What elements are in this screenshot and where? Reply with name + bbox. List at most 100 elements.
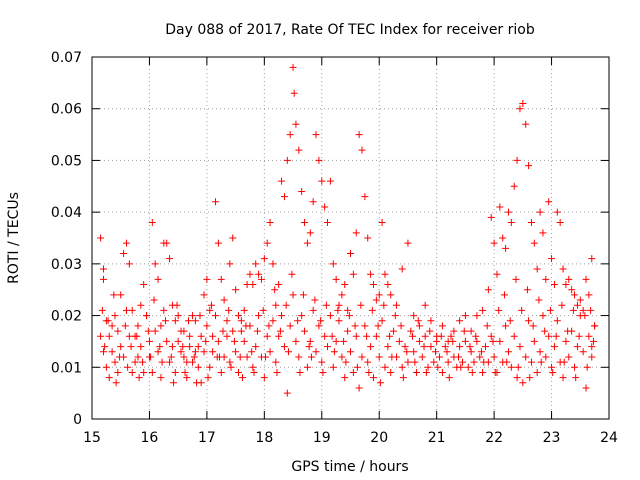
data-point-marker [519, 379, 527, 387]
data-point-marker [261, 353, 269, 361]
data-point-marker [473, 337, 481, 345]
data-point-marker [404, 358, 412, 366]
data-point-marker [181, 368, 189, 376]
data-point-marker [464, 363, 472, 371]
data-point-marker [99, 348, 107, 356]
y-tick-label: 0.05 [51, 153, 82, 169]
data-point-marker [404, 239, 412, 247]
data-point-marker [145, 337, 153, 345]
data-point-marker [427, 343, 435, 351]
data-point-marker [407, 327, 415, 335]
data-point-marker [378, 218, 386, 226]
data-point-marker [140, 281, 148, 289]
data-point-marker [117, 291, 125, 299]
data-point-marker [148, 218, 156, 226]
data-point-marker [328, 332, 336, 340]
data-point-marker [137, 301, 145, 309]
data-point-marker [571, 363, 579, 371]
data-point-marker [456, 343, 464, 351]
data-point-marker [306, 229, 314, 237]
data-point-marker [559, 374, 567, 382]
data-point-marker [137, 343, 145, 351]
data-point-marker [111, 312, 119, 320]
data-point-marker [150, 296, 158, 304]
data-point-marker [217, 368, 225, 376]
data-point-marker [352, 229, 360, 237]
data-point-marker [529, 322, 537, 330]
data-point-marker [242, 322, 250, 330]
data-point-marker [335, 301, 343, 309]
data-point-marker [266, 348, 274, 356]
data-point-marker [375, 353, 383, 361]
data-point-marker [558, 301, 566, 309]
data-point-marker [365, 368, 373, 376]
data-point-marker [214, 239, 222, 247]
data-point-marker [329, 363, 337, 371]
data-point-marker [280, 193, 288, 201]
data-point-marker [565, 353, 573, 361]
data-point-marker [342, 358, 350, 366]
data-point-marker [459, 358, 467, 366]
data-point-marker [202, 337, 210, 345]
data-point-marker [545, 198, 553, 206]
data-point-marker [255, 270, 263, 278]
data-point-marker [125, 260, 133, 268]
data-point-marker [344, 327, 352, 335]
data-point-marker [413, 368, 421, 376]
data-point-marker [364, 234, 372, 242]
data-point-marker [391, 312, 399, 320]
data-point-marker [349, 270, 357, 278]
data-point-marker [398, 265, 406, 273]
data-point-marker [484, 286, 492, 294]
data-point-marker [124, 363, 132, 371]
data-point-marker [321, 203, 329, 211]
data-point-marker [456, 317, 464, 325]
data-point-marker [326, 312, 334, 320]
data-point-marker [546, 306, 554, 314]
data-point-marker [421, 301, 429, 309]
data-point-marker [542, 353, 550, 361]
data-point-marker [191, 348, 199, 356]
data-point-marker [338, 291, 346, 299]
data-point-marker [173, 301, 181, 309]
data-point-marker [260, 255, 268, 263]
data-point-marker [433, 337, 441, 345]
data-point-marker [174, 337, 182, 345]
data-point-marker [212, 198, 220, 206]
data-point-marker [575, 332, 583, 340]
data-point-marker [108, 322, 116, 330]
x-tick-label: 23 [543, 430, 561, 446]
data-point-marker [209, 348, 217, 356]
data-point-marker [140, 368, 148, 376]
data-point-marker [216, 353, 224, 361]
data-point-marker [562, 281, 570, 289]
data-point-marker [507, 363, 515, 371]
data-point-marker [219, 327, 227, 335]
data-point-marker [432, 348, 440, 356]
data-point-marker [237, 327, 245, 335]
data-point-marker [147, 353, 155, 361]
data-point-marker [460, 327, 468, 335]
x-tick-label: 24 [600, 430, 618, 446]
data-point-marker [519, 100, 527, 108]
data-point-marker [399, 374, 407, 382]
data-point-marker [158, 358, 166, 366]
data-point-marker [585, 332, 593, 340]
data-point-marker [223, 317, 231, 325]
data-point-marker [185, 317, 193, 325]
data-point-marker [536, 348, 544, 356]
data-point-marker [552, 332, 560, 340]
data-point-marker [307, 353, 315, 361]
data-point-marker [189, 312, 197, 320]
data-point-marker [290, 89, 298, 97]
data-point-marker [571, 291, 579, 299]
data-point-marker [502, 244, 510, 252]
data-point-marker [154, 275, 162, 283]
data-point-marker [477, 348, 485, 356]
data-point-marker [573, 301, 581, 309]
data-point-marker [180, 353, 188, 361]
data-point-marker [232, 348, 240, 356]
chart-title: Day 088 of 2017, Rate Of TEC Index for r… [165, 22, 535, 38]
data-point-marker [319, 368, 327, 376]
